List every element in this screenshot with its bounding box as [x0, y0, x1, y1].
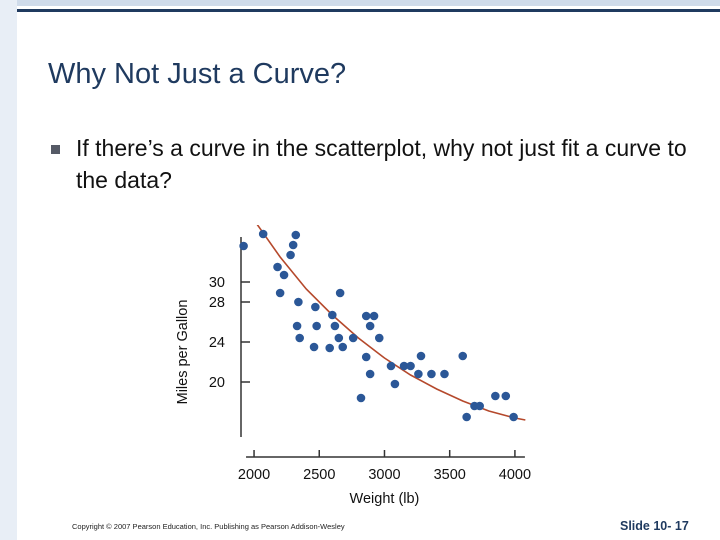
data-point	[295, 333, 304, 343]
fitted-curve-layer	[256, 225, 526, 421]
data-point	[292, 321, 302, 331]
data-point	[427, 369, 436, 379]
x-tick-label: 3500	[434, 467, 466, 483]
data-point	[390, 379, 400, 389]
data-point	[325, 343, 334, 353]
copyright-notice: Copyright © 2007 Pearson Education, Inc.…	[72, 522, 345, 531]
fitted-curve-line	[256, 225, 526, 421]
slide-number: Slide 10- 17	[620, 519, 689, 533]
data-point	[309, 342, 319, 352]
data-point	[291, 230, 301, 240]
data-point	[294, 297, 303, 307]
data-point	[286, 250, 295, 260]
data-point	[356, 393, 366, 403]
x-tick-label: 2000	[238, 467, 270, 483]
data-points-layer	[239, 229, 518, 422]
data-point	[414, 369, 423, 379]
x-axis-label: Weight (lb)	[350, 491, 420, 507]
data-point	[458, 351, 468, 361]
data-point	[365, 321, 375, 331]
chart-axes	[240, 237, 525, 458]
chart-ticks: 2000 2500 3000 3500 4000 20 24 28 30	[209, 275, 531, 483]
top-rule-dark	[17, 9, 720, 12]
data-point	[501, 391, 511, 401]
data-point	[416, 351, 426, 361]
data-point	[311, 302, 320, 312]
data-point	[330, 321, 340, 331]
data-point	[273, 262, 282, 272]
data-point	[288, 240, 298, 250]
y-tick-label: 20	[209, 375, 225, 391]
data-point	[335, 288, 345, 298]
data-point	[491, 391, 500, 401]
data-point	[334, 333, 344, 343]
data-point	[312, 321, 321, 331]
data-point	[338, 342, 348, 352]
slide-title: Why Not Just a Curve?	[48, 58, 347, 90]
data-point	[399, 361, 409, 371]
data-point	[509, 412, 518, 422]
data-point	[369, 311, 379, 321]
x-tick-label: 3000	[368, 467, 400, 483]
top-rule-light	[17, 0, 720, 6]
y-tick-label: 30	[209, 275, 225, 291]
bullet-text: If there’s a curve in the scatterplot, w…	[76, 135, 687, 193]
y-tick-label: 24	[209, 335, 225, 351]
data-point	[365, 369, 375, 379]
data-point	[239, 241, 248, 251]
data-point	[275, 288, 285, 298]
data-point	[361, 311, 371, 321]
y-axis-label: Miles per Gallon	[175, 300, 191, 405]
x-tick-label: 2500	[303, 467, 335, 483]
y-tick-label: 28	[209, 295, 225, 311]
data-point	[258, 229, 268, 239]
data-point	[475, 401, 484, 411]
data-point	[279, 270, 289, 280]
x-tick-label: 4000	[499, 467, 531, 483]
data-point	[386, 361, 396, 371]
data-point	[406, 361, 415, 371]
data-point	[462, 412, 471, 422]
data-point	[440, 369, 449, 379]
bullet-square-icon	[51, 145, 60, 154]
data-point	[348, 333, 358, 343]
left-accent-bar	[0, 0, 17, 540]
scatterplot-chart: 2000 2500 3000 3500 4000 20 24 28 30 Weight (lb)…	[175, 225, 531, 507]
data-point	[361, 352, 371, 362]
data-point	[328, 310, 337, 320]
data-point	[374, 333, 384, 343]
